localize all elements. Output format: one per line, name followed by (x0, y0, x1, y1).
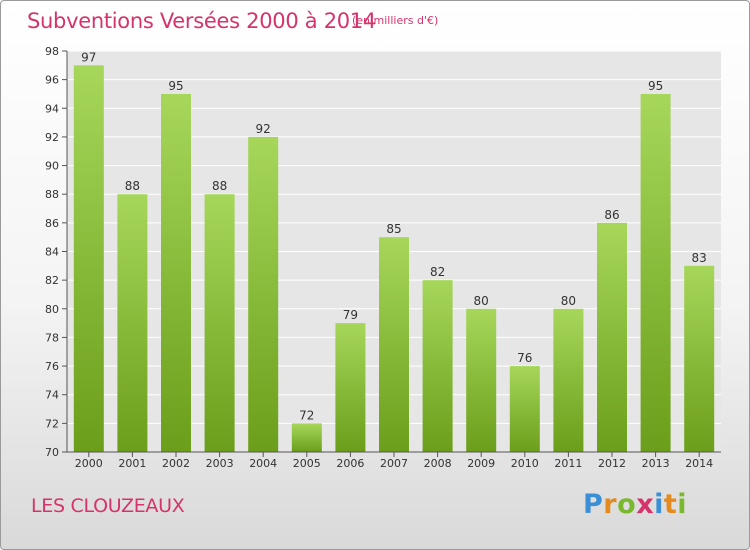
y-tick-label: 96 (45, 74, 59, 87)
y-tick-label: 78 (45, 331, 59, 344)
y-tick-label: 98 (45, 45, 59, 58)
logo-letter: P (583, 489, 604, 520)
x-tick-label: 2008 (424, 457, 452, 470)
x-tick-label: 2002 (162, 457, 190, 470)
bar-2012 (597, 222, 627, 452)
y-axis: 70 72 74 76 78 80 82 84 86 88 90 92 94 96 98 (45, 45, 68, 459)
y-tick-label: 76 (45, 360, 59, 373)
bar-2003 (204, 194, 235, 452)
logo-letter: i (654, 489, 664, 520)
y-tick-label: 92 (45, 131, 59, 144)
y-tick-label: 86 (45, 217, 59, 230)
bar-2008 (422, 280, 453, 452)
x-tick-label: 2011 (554, 457, 582, 470)
bar-value-label: 95 (648, 79, 663, 93)
y-tick-label: 88 (45, 188, 59, 201)
y-tick-label: 82 (45, 274, 59, 287)
logo-letter: o (617, 489, 637, 520)
bar-value-label: 85 (386, 222, 401, 236)
bar-2001 (117, 194, 148, 452)
bar-2009 (466, 308, 497, 452)
x-tick-label: 2012 (598, 457, 626, 470)
x-tick-label: 2004 (249, 457, 277, 470)
x-tick-label: 2000 (75, 457, 103, 470)
y-tick-label: 90 (45, 160, 59, 173)
proxiti-logo: Proxiti (583, 489, 687, 520)
bar-value-label: 82 (430, 265, 445, 279)
bar-2005 (291, 423, 322, 452)
bar-2011 (553, 308, 584, 452)
bar-2014 (684, 265, 715, 452)
x-tick-label: 2007 (380, 457, 408, 470)
bar-value-label: 80 (561, 294, 576, 308)
bar-2004 (248, 136, 279, 452)
y-tick-label: 74 (45, 389, 59, 402)
logo-letter: t (663, 489, 678, 520)
x-tick-label: 2003 (206, 457, 234, 470)
logo-letter: x (636, 489, 655, 520)
x-tick-label: 2001 (118, 457, 146, 470)
x-tick-label: 2009 (467, 457, 495, 470)
x-tick-label: 2010 (511, 457, 539, 470)
chart-title: Subventions Versées 2000 à 2014 (27, 9, 376, 33)
bar-2002 (161, 93, 191, 452)
bar-value-label: 88 (125, 179, 140, 193)
x-tick-label: 2005 (293, 457, 321, 470)
commune-name: LES CLOUZEAUX (31, 495, 185, 517)
bar-2000 (73, 65, 104, 453)
bar-value-label: 72 (299, 408, 314, 422)
bar-2010 (509, 366, 540, 452)
bar-2007 (379, 237, 409, 452)
y-tick-label: 94 (45, 102, 59, 115)
data-labels: 97 88 95 88 92 72 79 85 82 80 76 80 86 95 83 (81, 50, 707, 422)
bar-2006 (335, 323, 366, 452)
x-tick-label: 2014 (685, 457, 713, 470)
x-tick-label: 2013 (642, 457, 670, 470)
bar-value-label: 97 (81, 50, 96, 64)
logo-letter: i (677, 489, 688, 520)
y-tick-label: 70 (45, 446, 59, 459)
bar-value-label: 83 (692, 251, 707, 265)
bar-value-label: 92 (256, 122, 271, 136)
bar-value-label: 80 (474, 294, 489, 308)
logo-letter: r (603, 489, 618, 520)
y-tick-label: 84 (45, 246, 59, 259)
bar-2013 (640, 93, 671, 452)
bars (73, 65, 715, 453)
bar-value-label: 76 (517, 351, 532, 365)
bar-value-label: 95 (168, 79, 183, 93)
unit-label: (en milliers d'€) (352, 14, 439, 27)
y-tick-label: 80 (45, 303, 59, 316)
x-tick-label: 2006 (336, 457, 364, 470)
x-axis: 2000 2001 2002 2003 2004 2005 2006 2007 2008 2009… (67, 451, 721, 470)
bar-value-label: 88 (212, 179, 227, 193)
bar-value-label: 86 (604, 208, 619, 222)
y-tick-label: 72 (45, 417, 59, 430)
bar-value-label: 79 (343, 308, 358, 322)
